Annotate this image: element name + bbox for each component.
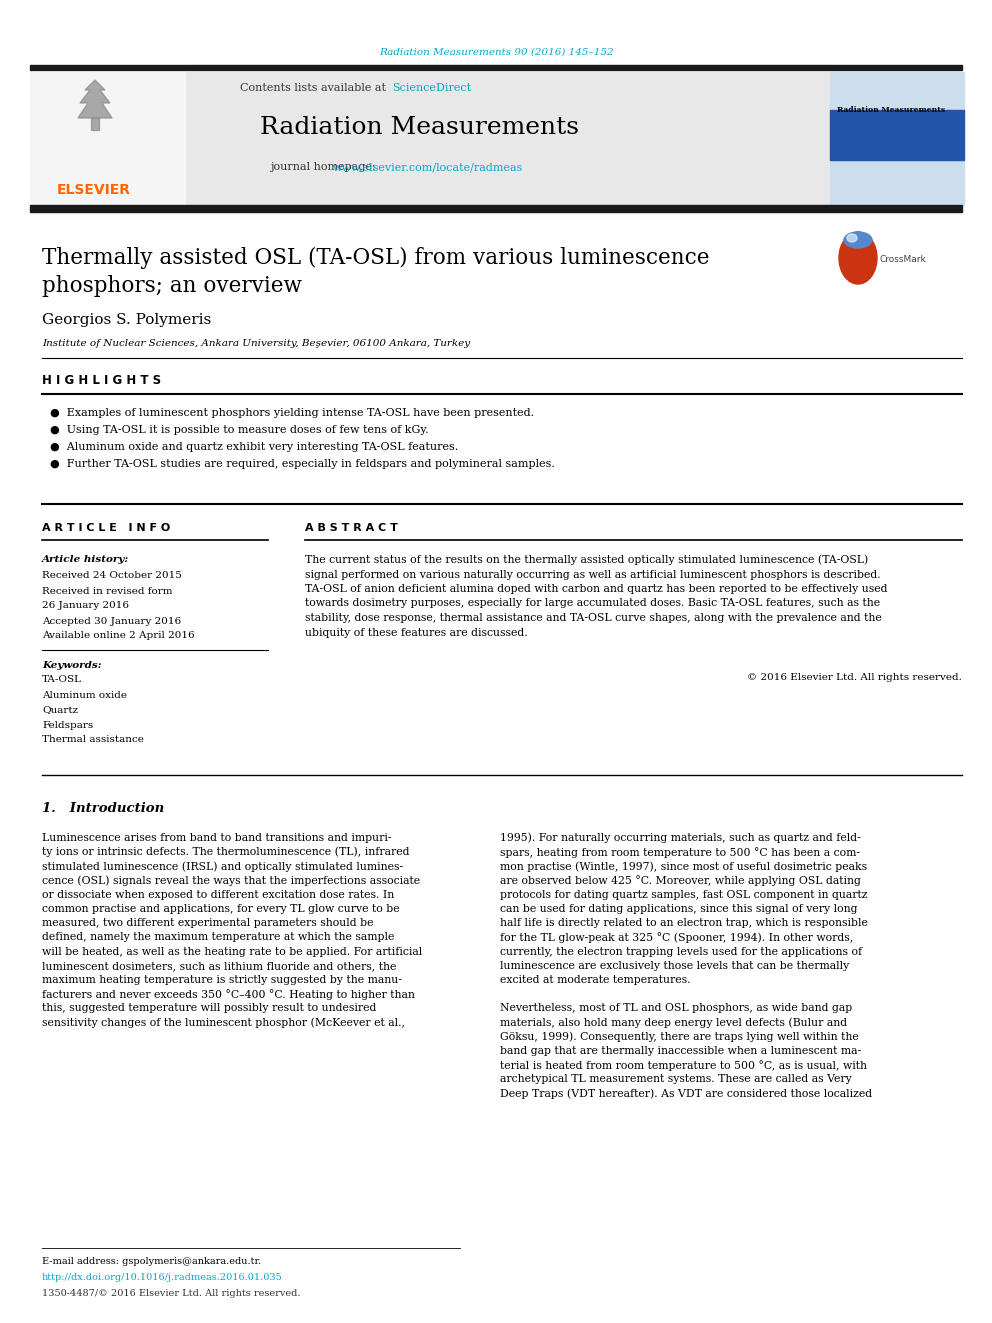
Text: journal homepage:: journal homepage: [270, 161, 379, 172]
Text: common practise and applications, for every TL glow curve to be: common practise and applications, for ev… [42, 904, 400, 914]
Polygon shape [78, 79, 112, 118]
Text: Institute of Nuclear Sciences, Ankara University, Beşevier, 06100 Ankara, Turkey: Institute of Nuclear Sciences, Ankara Un… [42, 339, 470, 348]
Text: Luminescence arises from band to band transitions and impuri-: Luminescence arises from band to band tr… [42, 833, 392, 843]
Bar [91, 118, 99, 130]
Text: Received in revised form: Received in revised form [42, 586, 173, 595]
Text: half life is directly related to an electron trap, which is responsible: half life is directly related to an elec… [500, 918, 868, 929]
Bar [30, 71, 185, 205]
Text: facturers and never exceeds 350 °C–400 °C. Heating to higher than: facturers and never exceeds 350 °C–400 °… [42, 988, 415, 1000]
Text: ●  Further TA-OSL studies are required, especially in feldspars and polymineral : ● Further TA-OSL studies are required, e… [50, 459, 555, 468]
Text: stability, dose response, thermal assistance and TA-OSL curve shapes, along with: stability, dose response, thermal assist… [305, 613, 882, 623]
Text: excited at moderate temperatures.: excited at moderate temperatures. [500, 975, 690, 986]
Text: Deep Traps (VDT hereafter). As VDT are considered those localized: Deep Traps (VDT hereafter). As VDT are c… [500, 1089, 872, 1099]
Text: Nevertheless, most of TL and OSL phosphors, as wide band gap: Nevertheless, most of TL and OSL phospho… [500, 1003, 852, 1013]
Text: band gap that are thermally inaccessible when a luminescent ma-: band gap that are thermally inaccessible… [500, 1046, 861, 1056]
Text: for the TL glow-peak at 325 °C (Spooner, 1994). In other words,: for the TL glow-peak at 325 °C (Spooner,… [500, 931, 853, 943]
Text: defined, namely the maximum temperature at which the sample: defined, namely the maximum temperature … [42, 933, 395, 942]
Text: Feldspars: Feldspars [42, 721, 93, 729]
Bar [830, 71, 964, 205]
Text: http://dx.doi.org/10.1016/j.radmeas.2016.01.035: http://dx.doi.org/10.1016/j.radmeas.2016… [42, 1274, 283, 1282]
Text: The current status of the results on the thermally assisted optically stimulated: The current status of the results on the… [305, 554, 868, 565]
Text: Radiation Measurements: Radiation Measurements [261, 116, 579, 139]
Text: Göksu, 1999). Consequently, there are traps lying well within the: Göksu, 1999). Consequently, there are tr… [500, 1032, 859, 1043]
Text: 1995). For naturally occurring materials, such as quartz and feld-: 1995). For naturally occurring materials… [500, 832, 861, 843]
Text: spars, heating from room temperature to 500 °C has been a com-: spars, heating from room temperature to … [500, 847, 860, 857]
Text: Radiation Measurements 90 (2016) 145–152: Radiation Measurements 90 (2016) 145–152 [379, 48, 613, 57]
Text: materials, also hold many deep energy level defects (Bulur and: materials, also hold many deep energy le… [500, 1017, 847, 1028]
Text: mon practise (Wintle, 1997), since most of useful dosimetric peaks: mon practise (Wintle, 1997), since most … [500, 861, 867, 872]
Text: archetypical TL measurement systems. These are called as Very: archetypical TL measurement systems. The… [500, 1074, 852, 1085]
Text: ●  Examples of luminescent phosphors yielding intense TA-OSL have been presented: ● Examples of luminescent phosphors yiel… [50, 407, 534, 418]
Text: terial is heated from room temperature to 500 °C, as is usual, with: terial is heated from room temperature t… [500, 1060, 867, 1070]
Text: Aluminum oxide: Aluminum oxide [42, 691, 127, 700]
Text: phosphors; an overview: phosphors; an overview [42, 275, 302, 296]
Text: stimulated luminescence (IRSL) and optically stimulated lumines-: stimulated luminescence (IRSL) and optic… [42, 861, 403, 872]
Bar [30, 205, 962, 212]
Text: Thermal assistance: Thermal assistance [42, 736, 144, 745]
Text: Quartz: Quartz [42, 705, 78, 714]
Text: currently, the electron trapping levels used for the applications of: currently, the electron trapping levels … [500, 946, 862, 957]
Text: towards dosimetry purposes, especially for large accumulated doses. Basic TA-OSL: towards dosimetry purposes, especially f… [305, 598, 880, 609]
Text: sensitivity changes of the luminescent phosphor (McKeever et al.,: sensitivity changes of the luminescent p… [42, 1017, 405, 1028]
Text: ●  Using TA-OSL it is possible to measure doses of few tens of kGy.: ● Using TA-OSL it is possible to measure… [50, 425, 429, 435]
Text: Available online 2 April 2016: Available online 2 April 2016 [42, 631, 194, 640]
Ellipse shape [847, 234, 857, 242]
Text: CrossMark: CrossMark [880, 255, 927, 265]
Text: or dissociate when exposed to different excitation dose rates. In: or dissociate when exposed to different … [42, 890, 394, 900]
Text: Contents lists available at: Contents lists available at [240, 83, 390, 93]
Text: TA-OSL: TA-OSL [42, 676, 82, 684]
Text: Accepted 30 January 2016: Accepted 30 January 2016 [42, 617, 182, 626]
Text: luminescence are exclusively those levels that can be thermally: luminescence are exclusively those level… [500, 960, 849, 971]
Text: ScienceDirect: ScienceDirect [392, 83, 471, 93]
Text: 1350-4487/© 2016 Elsevier Ltd. All rights reserved.: 1350-4487/© 2016 Elsevier Ltd. All right… [42, 1290, 301, 1298]
Text: Article history:: Article history: [42, 556, 129, 565]
Text: will be heated, as well as the heating rate to be applied. For artificial: will be heated, as well as the heating r… [42, 946, 423, 957]
Text: TA-OSL of anion deficient alumina doped with carbon and quartz has been reported: TA-OSL of anion deficient alumina doped … [305, 583, 888, 594]
Text: H I G H L I G H T S: H I G H L I G H T S [42, 373, 161, 386]
Text: this, suggested temperature will possibly result to undesired: this, suggested temperature will possibl… [42, 1003, 376, 1013]
Text: measured, two different experimental parameters should be: measured, two different experimental par… [42, 918, 374, 929]
Text: signal performed on various naturally occurring as well as artificial luminescen: signal performed on various naturally oc… [305, 569, 881, 579]
Text: 26 January 2016: 26 January 2016 [42, 602, 129, 610]
Text: E-mail address: gspolymeris@ankara.edu.tr.: E-mail address: gspolymeris@ankara.edu.t… [42, 1257, 261, 1266]
Text: ●  Aluminum oxide and quartz exhibit very interesting TA-OSL features.: ● Aluminum oxide and quartz exhibit very… [50, 442, 458, 452]
Text: can be used for dating applications, since this signal of very long: can be used for dating applications, sin… [500, 904, 857, 914]
Text: www.elsevier.com/locate/radmeas: www.elsevier.com/locate/radmeas [333, 161, 524, 172]
Text: 1.   Introduction: 1. Introduction [42, 802, 165, 815]
Text: A R T I C L E   I N F O: A R T I C L E I N F O [42, 523, 171, 533]
Bar [185, 71, 830, 205]
Bar [30, 65, 962, 70]
Text: ELSEVIER: ELSEVIER [57, 183, 131, 197]
Text: maximum heating temperature is strictly suggested by the manu-: maximum heating temperature is strictly … [42, 975, 402, 986]
Text: Georgios S. Polymeris: Georgios S. Polymeris [42, 314, 211, 327]
Text: Keywords:: Keywords: [42, 660, 101, 669]
Text: are observed below 425 °C. Moreover, while applying OSL dating: are observed below 425 °C. Moreover, whi… [500, 875, 861, 886]
Text: Radiation Measurements: Radiation Measurements [837, 106, 945, 114]
Text: ubiquity of these features are discussed.: ubiquity of these features are discussed… [305, 627, 528, 638]
Text: protocols for dating quartz samples, fast OSL component in quartz: protocols for dating quartz samples, fas… [500, 890, 867, 900]
Text: A B S T R A C T: A B S T R A C T [305, 523, 398, 533]
Text: © 2016 Elsevier Ltd. All rights reserved.: © 2016 Elsevier Ltd. All rights reserved… [747, 673, 962, 683]
Ellipse shape [839, 232, 877, 284]
Text: ty ions or intrinsic defects. The thermoluminescence (TL), infrared: ty ions or intrinsic defects. The thermo… [42, 847, 410, 857]
Bar [830, 110, 964, 160]
Text: cence (OSL) signals reveal the ways that the imperfections associate: cence (OSL) signals reveal the ways that… [42, 876, 421, 886]
Text: luminescent dosimeters, such as lithium fluoride and others, the: luminescent dosimeters, such as lithium … [42, 960, 397, 971]
Text: Thermally assisted OSL (TA-OSL) from various luminescence: Thermally assisted OSL (TA-OSL) from var… [42, 247, 709, 269]
Ellipse shape [844, 232, 872, 247]
Text: Received 24 October 2015: Received 24 October 2015 [42, 572, 182, 581]
